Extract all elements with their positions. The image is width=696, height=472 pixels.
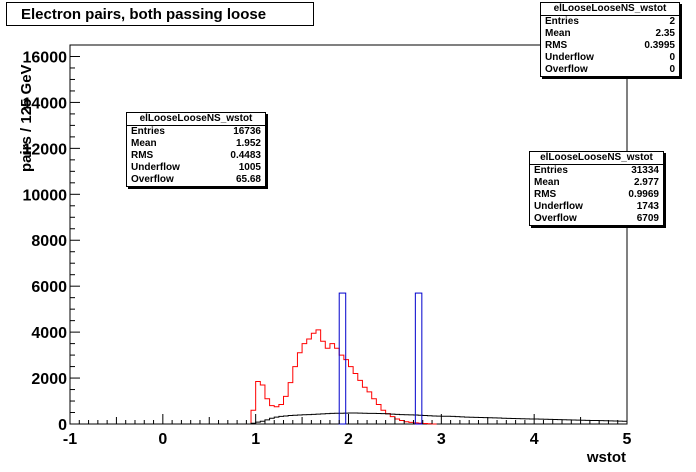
- y-tick-label: 4000: [31, 325, 67, 342]
- hist-bin-blue: [338, 292, 347, 425]
- stats-value: 2.35: [655, 28, 675, 39]
- x-tick-label: 2: [344, 431, 353, 448]
- stats-value: 1743: [636, 201, 659, 212]
- y-tick-label: 10000: [23, 187, 68, 204]
- x-tick-label: -1: [63, 431, 77, 448]
- stats-row-underflow: Underflow 1005: [127, 162, 265, 174]
- stats-box-name: elLooseLooseNS_wstot: [127, 113, 265, 126]
- stats-value: 0: [669, 64, 675, 75]
- y-tick-label: 16000: [23, 49, 68, 66]
- stats-box-name: elLooseLooseNS_wstot: [530, 152, 663, 165]
- stats-row-mean: Mean 2.977: [530, 177, 663, 189]
- stats-label: Entries: [545, 16, 579, 27]
- y-tick-label: 8000: [31, 233, 67, 250]
- stats-value: 2.977: [633, 177, 659, 188]
- stats-row-rms: RMS 0.4483: [127, 150, 265, 162]
- stats-label: Underflow: [534, 201, 583, 212]
- stats-value: 2: [669, 16, 675, 27]
- stats-value: 1.952: [235, 138, 261, 149]
- stats-value: 6709: [636, 213, 659, 224]
- stats-value: 0.3995: [644, 40, 675, 51]
- y-tick-label: 6000: [31, 279, 67, 296]
- stats-label: Overflow: [534, 213, 577, 224]
- stats-value: 16736: [233, 126, 261, 137]
- x-tick-label: 4: [530, 431, 539, 448]
- stats-row-underflow: Underflow 0: [541, 52, 679, 64]
- stats-label: Underflow: [131, 162, 180, 173]
- stats-label: Mean: [545, 28, 571, 39]
- stats-label: Underflow: [545, 52, 594, 63]
- y-tick-label: 14000: [23, 95, 68, 112]
- stats-value: 0: [669, 52, 675, 63]
- stats-row-underflow: Underflow 1743: [530, 201, 663, 213]
- stats-value: 1005: [238, 162, 261, 173]
- stats-label: RMS: [545, 40, 568, 51]
- y-tick-label: 2000: [31, 371, 67, 388]
- stats-row-entries: Entries 16736: [127, 126, 265, 138]
- stats-label: RMS: [534, 189, 557, 200]
- x-axis-label: wstot: [586, 449, 626, 466]
- stats-label: Overflow: [131, 174, 174, 185]
- stats-row-entries: Entries 31334: [530, 165, 663, 177]
- chart-title-box: Electron pairs, both passing loose: [6, 2, 314, 26]
- stats-box-black: elLooseLooseNS_wstot Entries 31334 Mean 2.97…: [529, 151, 664, 226]
- x-tick-label: 0: [158, 431, 167, 448]
- stats-row-overflow: Overflow 65.68: [127, 174, 265, 186]
- stats-row-overflow: Overflow 6709: [530, 213, 663, 225]
- stats-label: Entries: [534, 165, 568, 176]
- stats-label: Entries: [131, 126, 165, 137]
- hist-series-red: [246, 329, 437, 425]
- stats-row-overflow: Overflow 0: [541, 64, 679, 76]
- y-tick-label: 12000: [23, 141, 68, 158]
- y-tick-label: 0: [58, 417, 67, 434]
- stats-label: Overflow: [545, 64, 588, 75]
- stats-row-rms: RMS 0.9969: [530, 189, 663, 201]
- stats-value: 0.4483: [230, 150, 261, 161]
- stats-value: 65.68: [235, 174, 261, 185]
- stats-box-blue: elLooseLooseNS_wstot Entries 2 Mean 2.35 RMS 0…: [540, 2, 680, 77]
- stats-row-entries: Entries 2: [541, 16, 679, 28]
- stats-box-red: elLooseLooseNS_wstot Entries 16736 Mean 1.95…: [126, 112, 266, 187]
- y-axis-label: pairs / 125 GeV: [18, 64, 35, 172]
- plot-frame: [69, 44, 628, 425]
- x-tick-label: 1: [251, 431, 260, 448]
- stats-row-mean: Mean 1.952: [127, 138, 265, 150]
- stats-label: Mean: [131, 138, 157, 149]
- x-tick-label: 3: [437, 431, 446, 448]
- stats-row-rms: RMS 0.3995: [541, 40, 679, 52]
- chart-title: Electron pairs, both passing loose: [21, 6, 267, 23]
- stats-label: Mean: [534, 177, 560, 188]
- stats-value: 31334: [631, 165, 659, 176]
- stats-box-name: elLooseLooseNS_wstot: [541, 3, 679, 16]
- stats-value: 0.9969: [628, 189, 659, 200]
- hist-series-black: [246, 412, 628, 425]
- x-tick-label: 5: [623, 431, 632, 448]
- hist-bin-blue: [414, 292, 423, 425]
- stats-label: RMS: [131, 150, 154, 161]
- stats-row-mean: Mean 2.35: [541, 28, 679, 40]
